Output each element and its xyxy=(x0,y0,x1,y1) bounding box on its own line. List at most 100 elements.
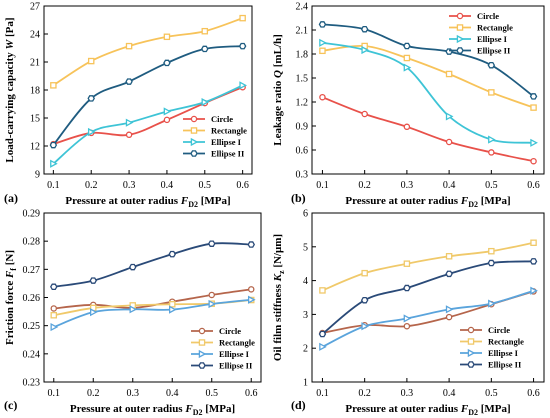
data-point xyxy=(319,47,326,55)
data-point xyxy=(403,42,411,50)
panel-a: 9 12 15 18 21 24 27 0.1 0.2 0.3 0.4 0.5 0.6 Pressure … xyxy=(4,2,253,209)
legend-label: Rectangle xyxy=(477,23,513,33)
y-tick-label: 0.29 xyxy=(23,209,41,220)
series-rectangle xyxy=(319,42,537,111)
data-point xyxy=(163,59,171,67)
data-point xyxy=(87,95,95,102)
plot-frame xyxy=(311,212,545,383)
data-point xyxy=(129,305,138,314)
x-tick-label: 0.4 xyxy=(443,388,456,399)
legend-marker xyxy=(456,34,465,44)
data-point xyxy=(168,305,177,314)
x-tick-label: 0.1 xyxy=(47,180,60,191)
data-point xyxy=(487,61,496,69)
legend-marker xyxy=(190,137,199,147)
legend-marker xyxy=(190,127,198,134)
data-point xyxy=(201,27,209,35)
legend-label: Circle xyxy=(477,11,499,21)
data-point xyxy=(125,131,133,139)
x-tick-label: 0.5 xyxy=(485,180,498,191)
data-point xyxy=(403,284,411,292)
data-point xyxy=(319,38,327,47)
series-line xyxy=(53,242,252,288)
data-point xyxy=(238,42,247,50)
y-tick-label: 18 xyxy=(30,86,40,97)
x-axis-label: Pressure at outer radius FD2 [MPa] xyxy=(65,195,230,209)
y-axis-label: Load-carrying capacity W [Pa] xyxy=(4,17,16,162)
series-ellipse-ii xyxy=(50,240,255,291)
legend-marker xyxy=(198,362,206,369)
x-tick-label: 0.6 xyxy=(236,180,249,191)
data-point xyxy=(488,247,495,255)
y-tick-label: 9 xyxy=(35,170,40,181)
y-tick-label: 5 xyxy=(303,242,308,253)
data-point xyxy=(445,70,453,78)
y-tick-label: 27 xyxy=(30,2,40,13)
series-rectangle xyxy=(50,296,255,319)
data-point xyxy=(530,239,537,246)
x-tick-label: 0.4 xyxy=(166,388,179,399)
data-point xyxy=(50,82,57,89)
data-point xyxy=(530,104,537,111)
data-point xyxy=(403,123,411,131)
data-point xyxy=(403,322,411,330)
data-point xyxy=(208,291,215,299)
data-point xyxy=(488,135,496,144)
data-point xyxy=(403,63,412,72)
series-line xyxy=(52,84,244,165)
x-tick-label: 0.2 xyxy=(87,388,100,399)
y-tick-label: 3 xyxy=(303,310,308,321)
series-ellipse-i xyxy=(319,38,538,147)
data-point xyxy=(403,314,412,323)
legend-label: Ellipse I xyxy=(488,348,519,358)
series-rectangle xyxy=(50,14,246,89)
legend-marker xyxy=(467,361,475,368)
legend-marker xyxy=(190,150,198,157)
data-point xyxy=(125,118,134,127)
panel-c: 0.23 0.24 0.25 0.26 0.27 0.28 0.29 0.1 0.2 0.3 0.4… xyxy=(4,209,262,417)
data-point xyxy=(50,311,58,319)
data-point xyxy=(360,25,369,33)
x-tick-label: 0.5 xyxy=(205,388,218,399)
data-point xyxy=(445,253,453,260)
data-point xyxy=(530,157,537,165)
legend-label: Ellipse II xyxy=(488,360,522,370)
y-tick-label: 24 xyxy=(30,30,40,41)
legend-marker xyxy=(467,348,476,358)
panel-label: (a) xyxy=(4,191,18,205)
data-point xyxy=(239,81,248,90)
data-point xyxy=(445,112,454,121)
data-point xyxy=(168,250,176,258)
y-tick-label: 6 xyxy=(303,209,308,220)
data-point xyxy=(361,269,368,277)
data-point xyxy=(361,110,368,118)
y-tick-label: 2.1 xyxy=(296,26,309,37)
panel-b: 0.3 0.6 0.9 1.2 1.5 1.8 2.1 2.4 0.1 0.2 0.3 0.4 0.5 0… xyxy=(272,2,545,209)
data-point xyxy=(125,42,133,50)
x-tick-label: 0.3 xyxy=(401,388,414,399)
data-point xyxy=(361,322,370,331)
y-axis-label: Oil film stiffness Kz [N/μm] xyxy=(272,234,286,361)
series-ellipse-i xyxy=(50,295,256,332)
data-point xyxy=(163,33,171,41)
y-tick-label: 2.4 xyxy=(296,2,309,13)
x-axis-label: Pressure at outer radius FD2 [MPa] xyxy=(70,403,235,417)
y-tick-label: 1.5 xyxy=(296,74,309,85)
y-tick-label: 15 xyxy=(30,114,40,125)
series-line xyxy=(52,17,243,87)
x-tick-label: 0.5 xyxy=(485,388,498,399)
data-point xyxy=(445,305,454,314)
series-ellipse-ii xyxy=(318,258,538,338)
legend-marker xyxy=(198,349,207,359)
series-circle xyxy=(319,93,537,165)
data-point xyxy=(319,342,327,351)
data-point xyxy=(361,45,370,55)
y-tick-label: 4 xyxy=(303,276,308,287)
series-line xyxy=(322,289,534,348)
y-tick-label: 21 xyxy=(30,58,40,69)
legend-marker xyxy=(198,327,206,335)
data-point xyxy=(445,270,453,278)
data-point xyxy=(530,286,538,295)
data-point xyxy=(318,21,327,28)
